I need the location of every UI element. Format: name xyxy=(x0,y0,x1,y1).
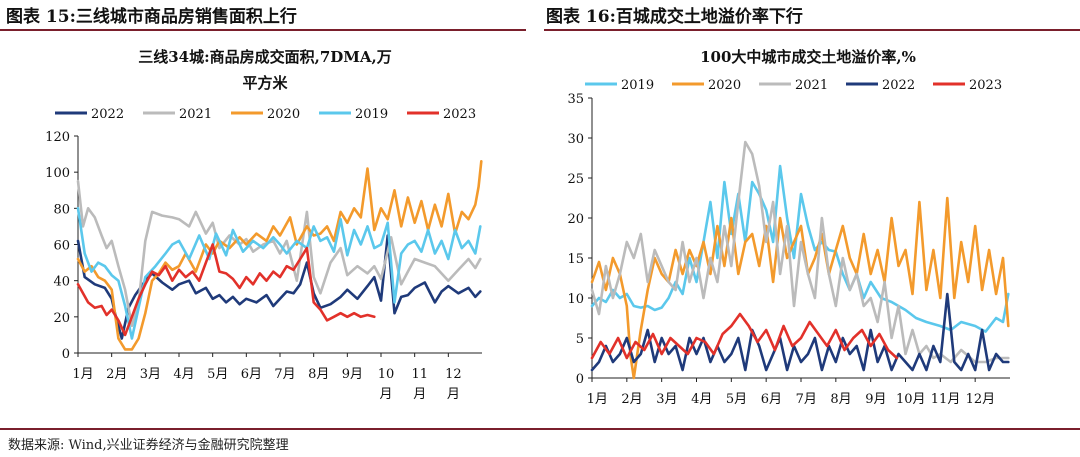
x-tick-label-line2: 月 xyxy=(447,387,460,402)
y-tick-label: 20 xyxy=(567,212,584,227)
series-line-2021 xyxy=(590,140,1010,364)
right-figure-heading: 图表 16:百城成交土地溢价率下行 xyxy=(546,7,803,27)
footer-rule xyxy=(0,428,1080,430)
x-tick-label: 8月 xyxy=(308,367,329,382)
y-tick-label: 80 xyxy=(53,202,70,217)
left-chart-plot-area: 0 20 40 60 80 100 120 1月 2月 3月 4月 5月 6月 7月 8月 9月 10 月 11 月 1… xyxy=(45,130,483,402)
x-tick-label: 4月 xyxy=(173,367,194,382)
x-tick-label: 10月 xyxy=(896,392,926,407)
legend-label-2019: 2019 xyxy=(621,78,654,93)
x-tick-label: 5月 xyxy=(207,367,228,382)
y-tick-label: 15 xyxy=(567,252,584,267)
legend-label-2023: 2023 xyxy=(969,78,1002,93)
legend-label-2021: 2021 xyxy=(179,107,212,122)
legend-label-2022: 2022 xyxy=(882,78,915,93)
series-line-2019 xyxy=(590,164,1010,333)
x-tick-label: 12月 xyxy=(966,392,996,407)
y-tick-label: 100 xyxy=(45,166,70,181)
x-tick-label: 1月 xyxy=(587,392,608,407)
y-tick-label: 0 xyxy=(62,347,70,362)
right-chart: 100大中城市成交土地溢价率,% 2019 2020 2021 2022 2023 0 5… xyxy=(567,48,1010,407)
x-tick-label: 11 xyxy=(411,367,428,382)
right-heading-rule xyxy=(544,29,1080,31)
legend-label-2020: 2020 xyxy=(267,107,300,122)
y-tick-label: 60 xyxy=(53,239,70,254)
right-chart-title: 100大中城市成交土地溢价率,% xyxy=(700,48,916,66)
left-figure-heading: 图表 15:三线城市商品房销售面积上行 xyxy=(6,7,297,27)
y-tick-label: 20 xyxy=(53,311,70,326)
x-tick-label: 8月 xyxy=(830,392,851,407)
series-line-2023 xyxy=(76,243,376,337)
y-tick-label: 120 xyxy=(45,130,70,145)
series-line-2022 xyxy=(590,292,1010,372)
x-tick-label: 11月 xyxy=(931,392,961,407)
series-line-2019 xyxy=(76,207,482,340)
left-chart-title-line1: 三线34城:商品房成交面积,7DMA,万 xyxy=(138,48,392,66)
x-tick-label-line2: 月 xyxy=(380,387,393,402)
legend-label-2021: 2021 xyxy=(795,78,828,93)
x-tick-label: 2月 xyxy=(106,367,127,382)
x-tick-label: 6月 xyxy=(761,392,782,407)
series-line-2020 xyxy=(76,160,483,351)
series-line-2021 xyxy=(76,179,482,328)
y-tick-label: 40 xyxy=(53,275,70,290)
x-tick-label: 1月 xyxy=(72,367,93,382)
x-tick-label: 4月 xyxy=(691,392,712,407)
x-tick-label: 12 xyxy=(445,367,462,382)
right-chart-plot-area: 0 5 10 15 20 25 30 35 1月 2月 3月 4月 5月 6月 7月 8月 9月 10月 11月 12… xyxy=(567,92,1010,407)
legend-label-2020: 2020 xyxy=(708,78,741,93)
x-tick-label: 10 xyxy=(378,367,395,382)
series-line-2023 xyxy=(590,312,899,360)
series-line-2020 xyxy=(590,196,1010,380)
y-tick-label: 10 xyxy=(567,292,584,307)
source-note: 数据来源: Wind,兴业证券经济与金融研究院整理 xyxy=(8,438,289,453)
x-tick-label: 3月 xyxy=(140,367,161,382)
legend-label-2023: 2023 xyxy=(443,107,476,122)
x-tick-label-line2: 月 xyxy=(413,387,426,402)
x-tick-label: 5月 xyxy=(726,392,747,407)
x-tick-label: 9月 xyxy=(865,392,886,407)
y-tick-label: 25 xyxy=(567,172,584,187)
x-tick-label: 6月 xyxy=(241,367,262,382)
right-chart-legend: 2019 2020 2021 2022 2023 xyxy=(585,78,1002,93)
series-line-2022 xyxy=(76,234,482,340)
left-chart: 三线34城:商品房成交面积,7DMA,万 平方米 2022 2021 2020 201… xyxy=(45,48,483,402)
left-chart-title-line2: 平方米 xyxy=(242,74,288,92)
x-tick-label: 3月 xyxy=(656,392,677,407)
y-tick-label: 5 xyxy=(576,332,584,347)
left-chart-legend: 2022 2021 2020 2019 2023 xyxy=(55,107,476,122)
y-tick-label: 0 xyxy=(576,372,584,387)
y-tick-label: 35 xyxy=(567,92,584,107)
x-tick-label: 2月 xyxy=(621,392,642,407)
left-chart-title: 三线34城:商品房成交面积,7DMA,万 平方米 xyxy=(138,48,392,92)
x-tick-label: 7月 xyxy=(274,367,295,382)
y-tick-label: 30 xyxy=(567,132,584,147)
left-heading-rule xyxy=(0,29,526,31)
legend-label-2019: 2019 xyxy=(355,107,388,122)
x-tick-label: 7月 xyxy=(796,392,817,407)
legend-label-2022: 2022 xyxy=(91,107,124,122)
x-tick-label: 9月 xyxy=(342,367,363,382)
